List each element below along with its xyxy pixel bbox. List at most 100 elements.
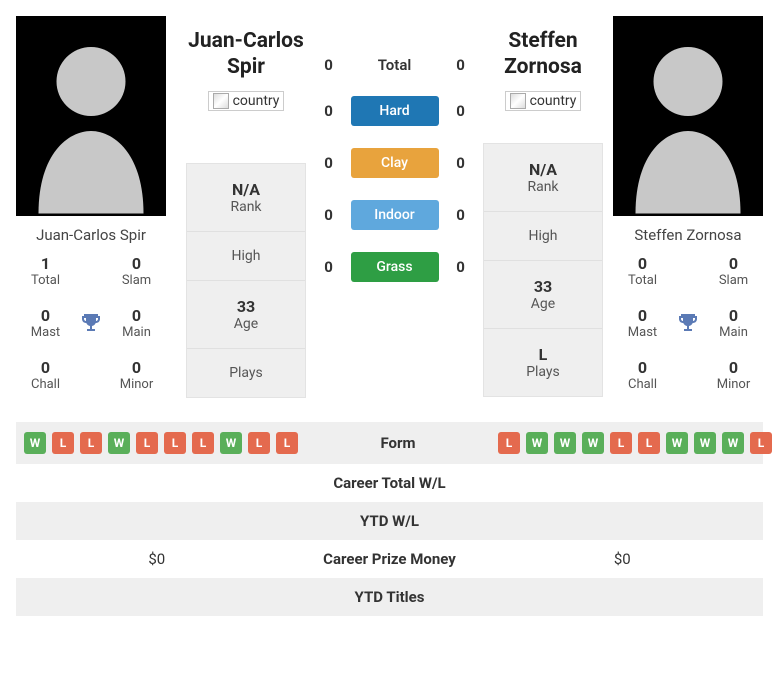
surface-p2: 0 [451, 154, 471, 172]
surface-label: Hard [351, 96, 439, 126]
p1-high: High [187, 232, 305, 281]
p2-card: Steffen Zornosa 0Total 0Slam 0Mast 0Main… [613, 16, 763, 402]
form-badge: L [276, 432, 298, 454]
p1-plays: Plays [187, 349, 305, 397]
form-badge: L [52, 432, 74, 454]
form-badge: L [164, 432, 186, 454]
surface-p2: 0 [451, 258, 471, 276]
p1-rank: N/ARank [187, 164, 305, 232]
p1-big-name: Juan-Carlos Spir [186, 28, 306, 81]
row-ytd-wl: YTD W/L [16, 502, 763, 540]
surface-p1: 0 [319, 258, 339, 276]
p2-info-card: N/ARank High 33Age LPlays [483, 143, 603, 397]
form-badge: L [750, 432, 772, 454]
p2-total: 0Total [617, 254, 668, 288]
surface-p1: 0 [319, 56, 339, 74]
form-badge: L [610, 432, 632, 454]
row-prize: $0 Career Prize Money $0 [16, 540, 763, 578]
p2-minor: 0Minor [708, 358, 759, 392]
row-ytd-titles: YTD Titles [16, 578, 763, 616]
surface-p2: 0 [451, 56, 471, 74]
surface-row: 0 Hard 0 [316, 96, 473, 126]
form-badge: W [108, 432, 130, 454]
surface-row: 0 Indoor 0 [316, 200, 473, 230]
row-ytd-titles-label: YTD Titles [290, 588, 490, 606]
person-silhouette-icon [16, 16, 166, 216]
form-badge: L [248, 432, 270, 454]
form-badge: L [638, 432, 660, 454]
row-form: WLLWLLLWLL Form LWWWLLWWWL [16, 422, 763, 464]
p2-chall: 0Chall [617, 358, 668, 392]
surface-p2: 0 [451, 206, 471, 224]
row-prize-label: Career Prize Money [290, 550, 490, 568]
p1-name-under: Juan-Carlos Spir [16, 216, 166, 254]
trophy-icon [676, 311, 700, 335]
h2h-top-section: Juan-Carlos Spir 1Total 0Slam 0Mast 0Mai… [16, 16, 763, 402]
p2-form: LWWWLLWWWL [498, 432, 772, 454]
surface-label: Indoor [351, 200, 439, 230]
p1-age: 33Age [187, 281, 305, 349]
p1-slam: 0Slam [111, 254, 162, 288]
p1-form: WLLWLLLWLL [24, 432, 298, 454]
p1-avatar [16, 16, 166, 216]
form-badge: W [582, 432, 604, 454]
p2-titles-grid: 0Total 0Slam 0Mast 0Main 0Chall 0Minor [613, 254, 763, 402]
person-silhouette-icon [613, 16, 763, 216]
form-badge: W [526, 432, 548, 454]
p2-slam: 0Slam [708, 254, 759, 288]
p1-country-icon: country [208, 91, 285, 111]
h2h-center: 0 Total 0 0 Hard 0 0 Clay 0 0 Indoor 0 0 Grass 0 [316, 16, 473, 402]
form-badge: W [24, 432, 46, 454]
row-form-label: Form [298, 434, 498, 452]
form-badge: W [220, 432, 242, 454]
form-badge: L [136, 432, 158, 454]
surface-row: 0 Clay 0 [316, 148, 473, 178]
p2-rank: N/ARank [484, 144, 602, 212]
p1-chall: 0Chall [20, 358, 71, 392]
surface-p1: 0 [319, 154, 339, 172]
p2-big-name: Steffen Zornosa [483, 28, 603, 81]
p2-prize: $0 [614, 550, 631, 568]
form-badge: W [722, 432, 744, 454]
p2-trophy [668, 306, 708, 340]
p1-minor: 0Minor [111, 358, 162, 392]
p1-trophy [71, 306, 111, 340]
p1-info-wrap: Juan-Carlos Spir country N/ARank High 33… [186, 16, 306, 402]
comparison-rows: WLLWLLLWLL Form LWWWLLWWWL Career Total … [16, 422, 763, 616]
p1-prize: $0 [148, 550, 165, 568]
p1-card: Juan-Carlos Spir 1Total 0Slam 0Mast 0Mai… [16, 16, 166, 402]
surface-label: Grass [351, 252, 439, 282]
surface-p1: 0 [319, 206, 339, 224]
row-career-wl: Career Total W/L [16, 464, 763, 502]
form-badge: L [192, 432, 214, 454]
form-badge: W [554, 432, 576, 454]
surface-p2: 0 [451, 102, 471, 120]
p1-titles-grid: 1Total 0Slam 0Mast 0Main 0Chall 0Minor [16, 254, 166, 402]
p1-total: 1Total [20, 254, 71, 288]
p2-plays: LPlays [484, 329, 602, 396]
p2-mast: 0Mast [617, 306, 668, 340]
surface-row: 0 Grass 0 [316, 252, 473, 282]
p2-avatar [613, 16, 763, 216]
row-ytd-wl-label: YTD W/L [290, 512, 490, 530]
surface-p1: 0 [319, 102, 339, 120]
form-badge: W [694, 432, 716, 454]
form-badge: W [666, 432, 688, 454]
p1-main: 0Main [111, 306, 162, 340]
p2-big-name-wrap: Steffen Zornosa country [483, 16, 603, 113]
p2-info-wrap: Steffen Zornosa country N/ARank High 33A… [483, 16, 603, 402]
p1-mast: 0Mast [20, 306, 71, 340]
p2-high: High [484, 212, 602, 261]
p2-country-icon: country [505, 91, 582, 111]
form-badge: L [80, 432, 102, 454]
p1-info-card: N/ARank High 33Age Plays [186, 163, 306, 398]
form-badge: L [498, 432, 520, 454]
surface-row: 0 Total 0 [316, 56, 473, 74]
p2-age: 33Age [484, 261, 602, 329]
row-career-wl-label: Career Total W/L [290, 474, 490, 492]
surface-label: Clay [351, 148, 439, 178]
p2-main: 0Main [708, 306, 759, 340]
trophy-icon [79, 311, 103, 335]
surface-label: Total [351, 56, 439, 74]
p1-big-name-wrap: Juan-Carlos Spir country [186, 16, 306, 113]
